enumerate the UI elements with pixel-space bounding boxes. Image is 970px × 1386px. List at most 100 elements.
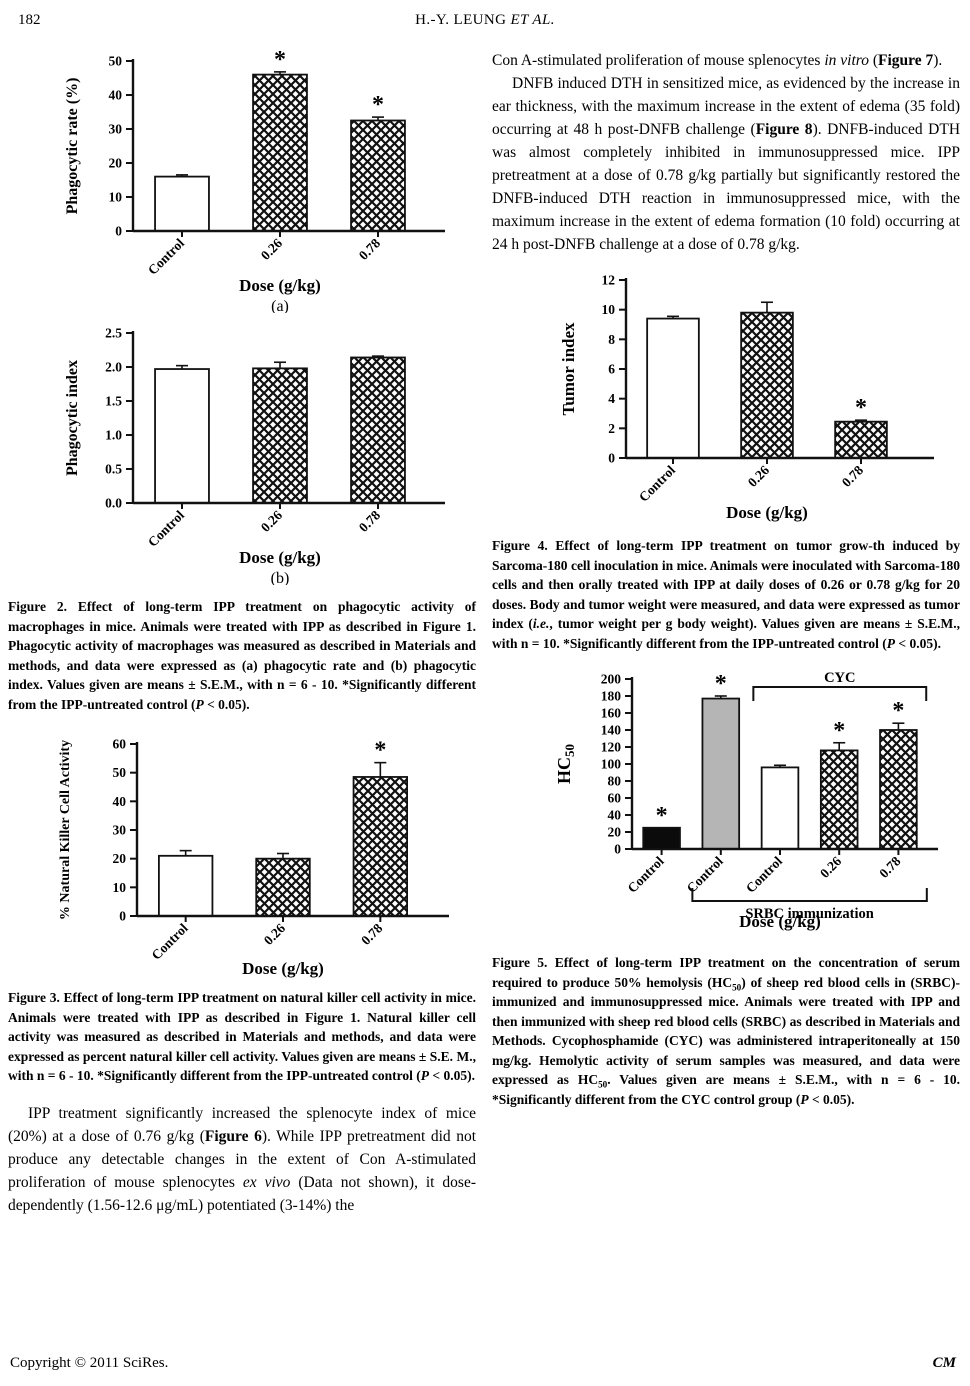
svg-text:10: 10: [602, 302, 616, 317]
svg-text:30: 30: [109, 122, 123, 137]
svg-text:Dose (g/kg): Dose (g/kg): [739, 912, 821, 931]
svg-text:0.26: 0.26: [258, 507, 285, 534]
svg-text:Phagocytic index: Phagocytic index: [64, 360, 81, 476]
figure-4-caption: Figure 4. Effect of long-term IPP treatm…: [492, 538, 960, 651]
running-head: H.-Y. LEUNG ET AL.: [415, 12, 555, 28]
svg-text:0: 0: [614, 842, 621, 857]
svg-text:Control: Control: [636, 462, 678, 504]
svg-text:50: 50: [113, 765, 127, 780]
figure-4-container: Control 0.26 * 0.78 0 2 4 6 8 10 12 Tumor index Dose…: [492, 268, 960, 526]
footer-journal-code: CM: [932, 1355, 956, 1371]
svg-text:2: 2: [608, 421, 615, 436]
svg-text:CYC: CYC: [824, 670, 855, 686]
svg-text:10: 10: [109, 190, 123, 205]
body-paragraph-left: IPP treatment significantly increased th…: [8, 1104, 477, 1214]
svg-text:Control: Control: [149, 920, 191, 962]
right-column: Con A-stimulated proliferation of mouse …: [492, 49, 960, 1217]
figure-5-container: * Control * Control Control * 0.26 * 0.78 0 20 40 60…: [492, 667, 960, 945]
svg-text:160: 160: [601, 706, 622, 721]
figure-2-caption: Figure 2. Effect of long-term IPP treatm…: [8, 599, 476, 712]
svg-text:0.26: 0.26: [745, 462, 772, 489]
svg-text:Dose (g/kg): Dose (g/kg): [726, 503, 808, 522]
svg-text:Dose (g/kg): Dose (g/kg): [239, 276, 321, 295]
svg-text:8: 8: [608, 332, 615, 347]
figure-2a-container: Control * 0.26 * 0.78 0 10 20 30 40 50 Phagocytic r…: [8, 49, 476, 313]
svg-text:40: 40: [109, 88, 123, 103]
svg-text:0.26: 0.26: [261, 920, 288, 947]
page-header: 182 H.-Y. LEUNG ET AL.: [0, 0, 970, 29]
svg-text:4: 4: [608, 391, 615, 406]
svg-text:*: *: [656, 803, 668, 829]
svg-text:*: *: [892, 698, 904, 724]
body-paragraph-right-1: Con A-stimulated proliferation of mouse …: [492, 52, 943, 69]
figure-2b-bar-chart: Control 0.26 0.78 0.0 0.5 1.0 1.5 2.0 2.5 Phagocy…: [64, 326, 445, 585]
svg-text:40: 40: [113, 794, 127, 809]
svg-text:40: 40: [608, 808, 622, 823]
svg-text:HC50: HC50: [554, 744, 577, 784]
left-column: Control * 0.26 * 0.78 0 10 20 30 40 50 Phagocytic r…: [8, 49, 476, 1217]
svg-text:0: 0: [608, 451, 615, 466]
figure-5-bar-chart: * Control * Control Control * 0.26 * 0.78 0 20 40 60…: [554, 670, 938, 931]
figure-3-container: Control 0.26 * 0.78 0 10 20 30 40 50 60 % Natural K…: [8, 728, 476, 978]
svg-text:20: 20: [608, 825, 622, 840]
footer-copyright: Copyright © 2011 SciRes.: [10, 1355, 169, 1371]
svg-text:Control: Control: [145, 235, 187, 277]
svg-text:*: *: [833, 718, 845, 744]
svg-text:20: 20: [109, 156, 123, 171]
svg-text:Phagocytic rate (%): Phagocytic rate (%): [64, 78, 81, 215]
svg-text:Control: Control: [624, 853, 666, 895]
svg-text:% Natural Killer Cell Activity: % Natural Killer Cell Activity: [58, 740, 73, 920]
svg-text:1.5: 1.5: [105, 394, 122, 409]
svg-text:0: 0: [119, 909, 126, 924]
svg-text:0.78: 0.78: [358, 920, 385, 947]
svg-text:0.78: 0.78: [839, 462, 866, 489]
svg-text:2.0: 2.0: [105, 360, 122, 375]
svg-text:Dose (g/kg): Dose (g/kg): [239, 548, 321, 567]
svg-text:(a): (a): [271, 298, 289, 313]
svg-text:20: 20: [113, 851, 127, 866]
page-footer: Copyright © 2011 SciRes. CM: [10, 1355, 956, 1372]
svg-text:*: *: [855, 395, 867, 421]
svg-text:0.0: 0.0: [105, 496, 122, 511]
svg-text:Tumor index: Tumor index: [559, 322, 578, 416]
svg-text:60: 60: [113, 737, 127, 752]
svg-text:0.78: 0.78: [356, 235, 383, 262]
svg-text:0.78: 0.78: [876, 853, 903, 880]
svg-text:0.26: 0.26: [258, 235, 285, 262]
svg-text:6: 6: [608, 362, 615, 377]
svg-text:30: 30: [113, 823, 127, 838]
figure-2b-container: Control 0.26 0.78 0.0 0.5 1.0 1.5 2.0 2.5 Phagocy…: [8, 321, 476, 585]
svg-text:12: 12: [602, 273, 616, 288]
svg-text:10: 10: [113, 880, 127, 895]
svg-text:60: 60: [608, 791, 622, 806]
figure-3-caption: Figure 3. Effect of long-term IPP treatm…: [8, 990, 476, 1083]
svg-text:*: *: [715, 671, 727, 697]
svg-text:(b): (b): [271, 570, 290, 585]
page-number: 182: [18, 12, 41, 28]
svg-text:80: 80: [608, 774, 622, 789]
svg-text:1.0: 1.0: [105, 428, 122, 443]
svg-text:0: 0: [115, 224, 122, 239]
svg-text:0.5: 0.5: [105, 462, 122, 477]
svg-text:180: 180: [601, 689, 622, 704]
svg-text:200: 200: [601, 672, 622, 687]
svg-text:Dose (g/kg): Dose (g/kg): [242, 959, 324, 978]
svg-text:SRBC immunization: SRBC immunization: [745, 906, 874, 922]
svg-text:Control: Control: [145, 507, 187, 549]
svg-text:*: *: [374, 738, 386, 764]
svg-text:*: *: [372, 92, 384, 118]
figure-4-bar-chart: Control 0.26 * 0.78 0 2 4 6 8 10 12 Tumor index Dose…: [559, 273, 934, 522]
svg-text:*: *: [274, 49, 286, 73]
body-paragraph-right-2: DNFB induced DTH in sensitized mice, as …: [492, 75, 961, 253]
svg-text:0.78: 0.78: [356, 507, 383, 534]
figure-3-bar-chart: Control 0.26 * 0.78 0 10 20 30 40 50 60 % Natural K…: [58, 737, 449, 978]
two-column-layout: Control * 0.26 * 0.78 0 10 20 30 40 50 Phagocytic r…: [0, 29, 970, 1217]
figure-2a-bar-chart: Control * 0.26 * 0.78 0 10 20 30 40 50 Phagocytic r…: [64, 49, 445, 313]
svg-text:50: 50: [109, 54, 123, 69]
svg-text:2.5: 2.5: [105, 326, 122, 341]
svg-text:100: 100: [601, 757, 622, 772]
figure-5-caption: Figure 5. Effect of long-term IPP treatm…: [492, 955, 960, 1107]
svg-text:Control: Control: [743, 853, 785, 895]
svg-text:120: 120: [601, 740, 622, 755]
